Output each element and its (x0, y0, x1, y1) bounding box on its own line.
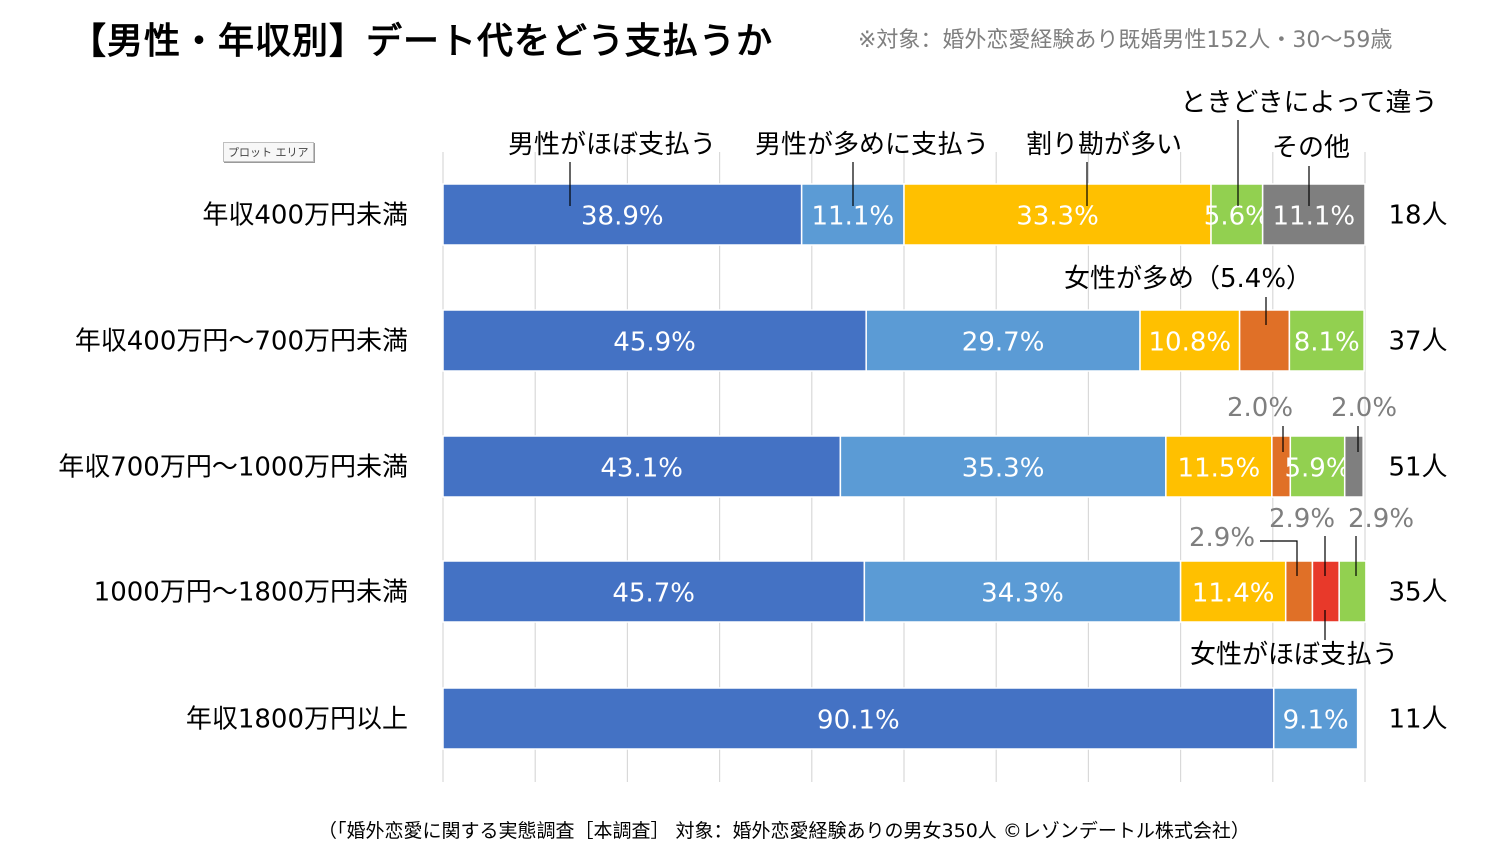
data-label: 35.3% (962, 454, 1045, 484)
data-label: 33.3% (1016, 202, 1099, 232)
bar-segment-male_mostly (442, 560, 866, 623)
bar-segment-depends (1338, 560, 1367, 623)
bar-segment-female_more (1238, 309, 1291, 372)
bar-segment-depends (1288, 309, 1365, 372)
category-label: 年収700万円～1000万円未満 (58, 453, 408, 483)
respondent-count: 51人 (1388, 453, 1447, 483)
data-label: 34.3% (981, 579, 1064, 609)
callout-label: ときどきによって違う (1180, 88, 1437, 118)
respondent-count: 35人 (1388, 578, 1447, 608)
category-label: 年収1800万円以上 (186, 705, 408, 735)
bar-segment-other (1261, 183, 1366, 246)
callout-label: 2.9% (1269, 504, 1335, 534)
category-label: 年収400万円未満 (202, 201, 408, 231)
respondent-count: 11人 (1388, 705, 1447, 735)
bar-segment-male_more (865, 309, 1141, 372)
callout-label: 2.0% (1227, 393, 1293, 423)
callout-label: 割り勘が多い (1026, 130, 1182, 160)
callout-label: 男性がほぼ支払う (508, 130, 716, 160)
data-label: 5.9% (1284, 454, 1350, 484)
data-label: 8.1% (1294, 328, 1360, 358)
data-label: 29.7% (962, 328, 1045, 358)
bar-segment-split (1179, 560, 1287, 623)
bar-segment-split (1165, 435, 1273, 498)
bar-segment-split (1139, 309, 1241, 372)
bar-segment-other (1343, 435, 1364, 498)
bar-segment-split (903, 183, 1212, 246)
bar-segment-male_mostly (442, 687, 1275, 750)
chart-title: 【男性・年収別】デート代をどう支払うか (70, 21, 774, 62)
respondent-count: 37人 (1388, 327, 1447, 357)
callout-label: その他 (1272, 133, 1350, 163)
plot-area-tag: プロット エリア (223, 142, 314, 162)
callout-label: 2.9% (1189, 523, 1255, 553)
data-label: 45.7% (612, 579, 695, 609)
callout-label: 2.9% (1348, 504, 1414, 534)
category-label: 年収400万円～700万円未満 (75, 327, 408, 357)
bar-segment-female_more (1284, 560, 1314, 623)
data-label: 11.4% (1192, 579, 1275, 609)
data-label: 11.1% (812, 202, 895, 232)
data-label: 90.1% (817, 706, 900, 736)
data-label: 45.9% (613, 328, 696, 358)
respondent-count: 18人 (1388, 201, 1447, 231)
category-label: 1000万円～1800万円未満 (94, 578, 408, 608)
data-label: 9.1% (1283, 706, 1349, 736)
data-label: 38.9% (581, 202, 664, 232)
data-label: 43.1% (600, 454, 683, 484)
data-label: 11.5% (1178, 454, 1261, 484)
bar-segment-male_mostly (442, 309, 867, 372)
data-label: 10.8% (1149, 328, 1232, 358)
data-label: 11.1% (1273, 202, 1356, 232)
callout-label: 男性が多めに支払う (755, 130, 989, 160)
callout-label: 女性がほぼ支払う (1190, 640, 1398, 670)
bar-segment-depends (1289, 435, 1346, 498)
callout-label: 女性が多め（5.4%） (1064, 264, 1312, 294)
callout-label: 2.0% (1331, 393, 1397, 423)
bar-segment-female_mostly (1311, 560, 1340, 623)
chart-subtitle: ※対象：婚外恋愛経験あり既婚男性152人・30～59歳 (858, 28, 1393, 53)
bar-segment-male_more (1272, 687, 1359, 750)
bar-segment-depends (1210, 183, 1264, 246)
leader-line (1260, 540, 1298, 576)
data-label: 5.6% (1204, 202, 1270, 232)
bar-segment-male_mostly (442, 183, 803, 246)
footnote: （「婚外恋愛に関する実態調査［本調査］ 対象：婚外恋愛経験ありの男女350人 ©… (318, 820, 1250, 842)
